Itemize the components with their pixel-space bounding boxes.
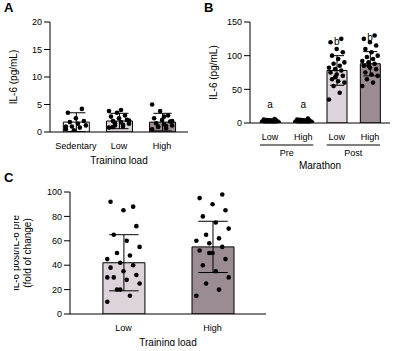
svg-text:Low: Low [262, 132, 279, 142]
svg-text:a: a [301, 99, 307, 110]
svg-text:0: 0 [57, 309, 62, 319]
svg-text:Pre: Pre [280, 148, 294, 158]
svg-text:High: High [361, 132, 380, 142]
svg-text:40: 40 [52, 260, 62, 270]
svg-text:10: 10 [32, 72, 42, 82]
svg-text:60: 60 [52, 236, 62, 246]
svg-text:20: 20 [32, 17, 42, 27]
svg-text:100: 100 [47, 187, 62, 197]
svg-text:0: 0 [37, 127, 42, 137]
html-text:C: C [4, 170, 14, 185]
svg-text:Low: Low [115, 323, 132, 333]
svg-text:20: 20 [52, 285, 62, 295]
svg-text:50: 50 [232, 85, 242, 95]
html-text:A: A [4, 0, 14, 15]
svg-text:IL-6 post/IL-6 pre(fold of cha: IL-6 post/IL-6 pre(fold of change) [14, 214, 33, 291]
svg-text:15: 15 [32, 45, 42, 55]
svg-text:0: 0 [237, 118, 242, 128]
svg-text:a: a [267, 99, 273, 110]
svg-text:100: 100 [227, 51, 242, 61]
svg-text:80: 80 [52, 212, 62, 222]
svg-text:IL-6 (pg/mL): IL-6 (pg/mL) [8, 50, 19, 104]
svg-text:Sedentary: Sedentary [55, 141, 97, 151]
svg-text:Training load: Training load [139, 337, 196, 346]
svg-text:Marathon: Marathon [299, 160, 341, 169]
svg-text:High: High [153, 141, 172, 151]
svg-text:b: b [367, 32, 373, 43]
svg-text:Post: Post [344, 148, 363, 158]
svg-text:b: b [334, 36, 340, 47]
svg-text:Low: Low [328, 132, 345, 142]
svg-text:IL-6 (pg/mL): IL-6 (pg/mL) [208, 45, 219, 99]
svg-text:Low: Low [111, 141, 128, 151]
svg-text:Training load: Training load [90, 155, 147, 164]
html-text:B: B [204, 0, 214, 15]
svg-text:High: High [203, 323, 222, 333]
svg-text:150: 150 [227, 17, 242, 27]
svg-text:High: High [294, 132, 313, 142]
svg-text:5: 5 [37, 100, 42, 110]
